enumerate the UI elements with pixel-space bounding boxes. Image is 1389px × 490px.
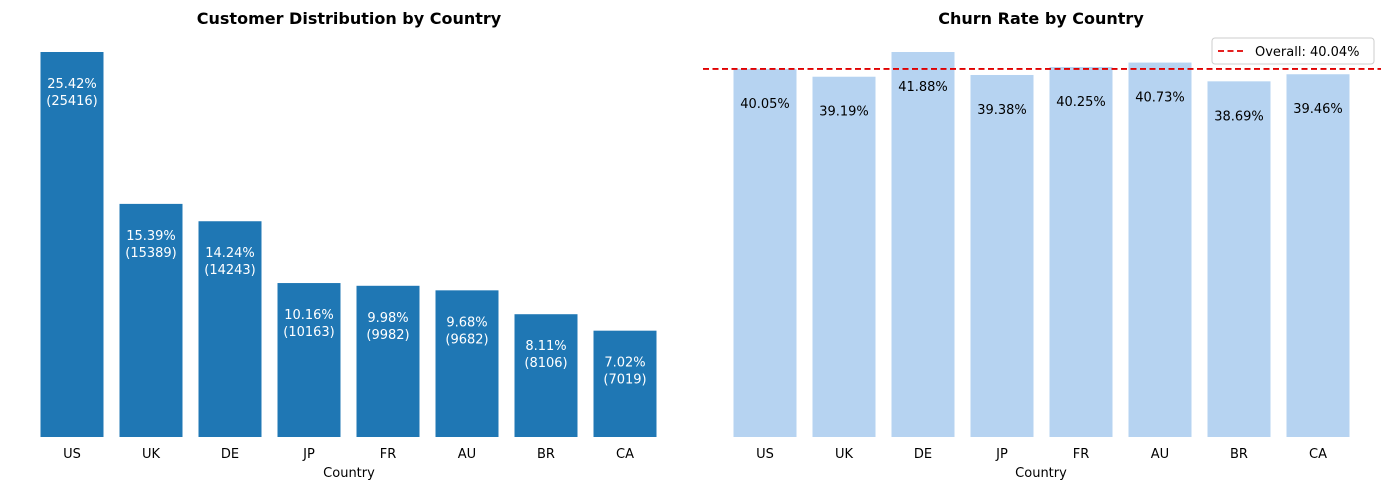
distribution-count-label: (15389)	[125, 246, 177, 261]
distribution-bar-br	[514, 314, 578, 437]
distribution-bar-au	[435, 290, 499, 437]
churn-value-label: 40.25%	[1056, 95, 1106, 110]
churn-bar-br	[1207, 81, 1271, 438]
distribution-bar-us	[40, 52, 104, 437]
churn-rate-title: Churn Rate by Country	[938, 9, 1144, 28]
distribution-percent-label: 15.39%	[126, 229, 176, 244]
customer-distribution-xlabel: Country	[323, 466, 375, 481]
churn-rate-chart: Churn Rate by Country 40.05% US 39.19% UK 41…	[703, 9, 1381, 481]
distribution-count-label: (9682)	[445, 332, 488, 347]
churn-x-tick: JP	[995, 447, 1008, 462]
legend-overall-label: Overall: 40.04%	[1255, 45, 1360, 60]
churn-x-tick: BR	[1230, 447, 1248, 462]
distribution-x-tick: BR	[537, 447, 555, 462]
distribution-x-tick: JP	[302, 447, 315, 462]
customer-distribution-title: Customer Distribution by Country	[197, 9, 502, 28]
distribution-percent-label: 8.11%	[525, 339, 566, 354]
churn-value-label: 40.05%	[740, 97, 790, 112]
distribution-bar-ca	[593, 330, 657, 437]
distribution-bar-jp	[277, 283, 341, 437]
distribution-percent-label: 25.42%	[47, 77, 97, 92]
churn-bar-us	[733, 68, 797, 438]
churn-value-label: 39.38%	[977, 103, 1027, 118]
distribution-x-tick: CA	[616, 447, 634, 462]
distribution-count-label: (9982)	[366, 328, 409, 343]
distribution-bar-uk	[119, 203, 183, 437]
distribution-percent-label: 9.68%	[446, 315, 487, 330]
distribution-x-tick: FR	[380, 447, 397, 462]
distribution-percent-label: 14.24%	[205, 246, 255, 261]
distribution-bar-de	[198, 221, 262, 437]
churn-bar-de	[891, 52, 955, 437]
churn-x-tick: CA	[1309, 447, 1327, 462]
distribution-x-tick: AU	[458, 447, 476, 462]
churn-value-label: 39.46%	[1293, 102, 1343, 117]
distribution-x-tick: UK	[142, 447, 161, 462]
churn-bar-uk	[812, 76, 876, 437]
churn-value-label: 40.73%	[1135, 91, 1185, 106]
churn-value-label: 41.88%	[898, 80, 948, 95]
distribution-count-label: (8106)	[524, 356, 567, 371]
distribution-count-label: (10163)	[283, 325, 335, 340]
churn-bar-jp	[970, 74, 1034, 437]
distribution-percent-label: 10.16%	[284, 308, 334, 323]
customer-distribution-chart: Customer Distribution by Country 25.42% (…	[40, 9, 657, 481]
churn-x-tick: US	[756, 447, 774, 462]
distribution-count-label: (25416)	[46, 94, 98, 109]
churn-value-label: 38.69%	[1214, 109, 1264, 124]
distribution-percent-label: 9.98%	[367, 311, 408, 326]
churn-x-tick: UK	[835, 447, 854, 462]
distribution-count-label: (14243)	[204, 263, 256, 278]
churn-bar-au	[1128, 62, 1192, 438]
churn-x-tick: AU	[1151, 447, 1169, 462]
churn-x-tick: FR	[1073, 447, 1090, 462]
legend-box	[1211, 37, 1375, 65]
distribution-percent-label: 7.02%	[604, 356, 645, 371]
churn-bar-ca	[1286, 74, 1350, 438]
churn-x-tick: DE	[914, 447, 932, 462]
churn-bar-fr	[1049, 66, 1113, 437]
distribution-x-tick: DE	[221, 447, 239, 462]
distribution-count-label: (7019)	[603, 373, 646, 388]
distribution-x-tick: US	[63, 447, 81, 462]
churn-rate-xlabel: Country	[1015, 466, 1067, 481]
churn-value-label: 39.19%	[819, 105, 869, 120]
distribution-bar-fr	[356, 285, 420, 437]
churn-legend: Overall: 40.04%	[1211, 37, 1375, 65]
